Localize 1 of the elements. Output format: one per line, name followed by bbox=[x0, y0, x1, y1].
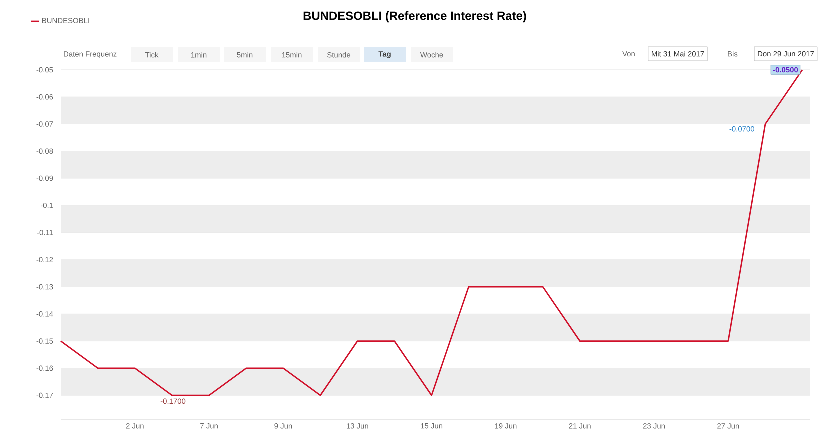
chart-title: BUNDESOBLI (Reference Interest Rate) bbox=[304, 11, 526, 23]
